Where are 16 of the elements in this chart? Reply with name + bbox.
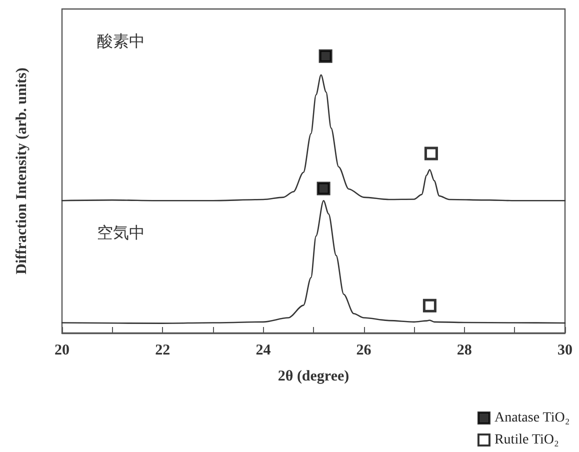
point	[318, 49, 332, 63]
x-tick-label: 24	[256, 342, 272, 358]
x-tick-label: 28	[456, 342, 472, 358]
point	[422, 298, 436, 312]
legend-label: Rutile TiO₂	[494, 432, 559, 448]
text: 酸素中	[97, 32, 145, 50]
x-axis-title: 2θ (degree)	[278, 368, 350, 384]
point	[316, 182, 330, 196]
x-tick-label: 22	[155, 342, 170, 358]
x-tick-label: 20	[54, 342, 70, 358]
x-tick-label: 30	[558, 342, 572, 358]
y-axis-title: Diffraction Intensity (arb. units)	[14, 68, 30, 274]
annotation: 空気中	[97, 223, 145, 242]
x-tick-label: 26	[356, 342, 372, 358]
legend-label: Anatase TiO₂	[494, 410, 570, 426]
point	[424, 146, 438, 160]
